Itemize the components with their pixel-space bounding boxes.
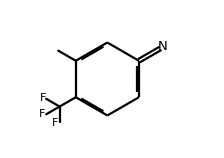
Text: N: N — [158, 40, 168, 53]
Text: F: F — [52, 118, 59, 128]
Text: F: F — [39, 109, 45, 119]
Text: F: F — [40, 93, 47, 103]
